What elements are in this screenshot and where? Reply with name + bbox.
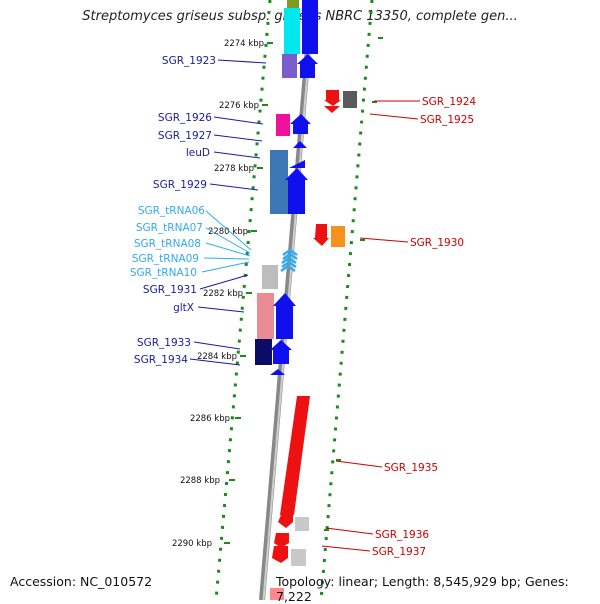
gene-label-sgr-1924[interactable]: SGR_1924: [422, 96, 476, 108]
gene-label-sgr-1925[interactable]: SGR_1925: [420, 114, 474, 126]
leader-line: [193, 341, 241, 350]
gene-feature-gray[interactable]: [262, 265, 278, 289]
left-features: [255, 0, 300, 365]
gene-arrow-red[interactable]: [280, 396, 310, 515]
ruler-line: [319, 0, 374, 600]
gene-arrow-blue[interactable]: [289, 160, 305, 168]
kbp-label: 2284 kbp: [197, 352, 237, 362]
gene-feature-purple[interactable]: [282, 54, 297, 78]
gene-label-sgr-1923[interactable]: SGR_1923: [162, 55, 216, 67]
gene-label-sgr-1929[interactable]: SGR_1929: [153, 179, 207, 191]
kbp-label: 2282 kbp: [203, 289, 243, 299]
trna-chevrons: [280, 248, 298, 273]
leader-line: [369, 113, 419, 120]
trna-chevron[interactable]: [281, 260, 297, 269]
ruler-line: [214, 0, 272, 600]
trna-label-08[interactable]: SGR_tRNA08: [134, 238, 201, 250]
gene-arrow-blue[interactable]: [302, 0, 318, 54]
kbp-label: 2288 kbp: [180, 476, 220, 486]
gene-label-sgr-1927[interactable]: SGR_1927: [158, 130, 212, 142]
leader-line: [197, 306, 245, 313]
trna-chevron[interactable]: [282, 248, 298, 257]
gene-arrow-blue[interactable]: [270, 369, 285, 375]
kbp-label: 2274 kbp: [224, 39, 264, 49]
gene-feature-gray[interactable]: [295, 517, 309, 531]
kbp-label: 2286 kbp: [190, 414, 230, 424]
gene-feature-dark-gray[interactable]: [343, 91, 357, 108]
gene-label-sgr-1933[interactable]: SGR_1933: [137, 337, 191, 349]
gene-feature-pink-bottom[interactable]: [270, 588, 284, 600]
trna-chevron[interactable]: [281, 256, 297, 265]
gene-arrow-blue[interactable]: [297, 54, 318, 78]
trna-labels: SGR_tRNA06 SGR_tRNA07 SGR_tRNA08 SGR_tRN…: [130, 205, 205, 279]
gene-arrow-red[interactable]: [313, 224, 329, 246]
kbp-label: 2290 kbp: [172, 539, 212, 549]
gene-feature-cyan[interactable]: [284, 8, 300, 54]
left-gene-labels: SGR_1923 SGR_1926 SGR_1927 leuD SGR_1929…: [134, 55, 216, 366]
forward-arrows: [270, 0, 318, 375]
ruler-dotted-lines: [214, 0, 374, 600]
gene-feature-navy[interactable]: [255, 339, 272, 365]
leader-line: [203, 257, 250, 260]
gene-arrow-blue[interactable]: [290, 114, 311, 134]
kbp-label: 2278 kbp: [214, 164, 254, 174]
gene-arrow-blue[interactable]: [270, 340, 292, 364]
gene-feature-rose[interactable]: [257, 293, 274, 339]
kbp-labels: 2274 kbp 2276 kbp 2278 kbp 2280 kbp 2282…: [172, 39, 264, 549]
gene-arrow-red[interactable]: [272, 546, 288, 563]
gene-feature-orange[interactable]: [331, 226, 345, 247]
leader-line: [335, 460, 383, 468]
leader-line: [205, 227, 251, 254]
leader-line: [321, 545, 371, 552]
trna-label-09[interactable]: SGR_tRNA09: [132, 253, 199, 265]
gene-feature-pink[interactable]: [276, 114, 290, 136]
gene-label-sgr-1935[interactable]: SGR_1935: [384, 462, 438, 474]
leader-line: [209, 183, 259, 191]
gene-label-leud[interactable]: leuD: [186, 147, 210, 159]
leader-line: [213, 151, 261, 159]
gene-label-sgr-1936[interactable]: SGR_1936: [375, 529, 429, 541]
leader-line: [205, 242, 251, 257]
gene-feature-olive[interactable]: [287, 0, 299, 8]
gene-label-gltx[interactable]: gltX: [173, 302, 194, 314]
leader-line: [217, 59, 267, 64]
leader-line: [189, 358, 241, 366]
leader-line: [325, 527, 374, 535]
trna-chevron[interactable]: [280, 264, 296, 273]
leader-line: [199, 274, 249, 290]
trna-label-10[interactable]: SGR_tRNA10: [130, 267, 197, 279]
leader-line: [359, 237, 409, 243]
gene-arrow-blue[interactable]: [273, 293, 296, 339]
reverse-arrows: [270, 90, 357, 600]
leader-line: [213, 116, 264, 125]
kbp-tick-marks: [224, 37, 383, 544]
gene-label-sgr-1926[interactable]: SGR_1926: [158, 112, 212, 124]
gene-feature-gray[interactable]: [291, 549, 306, 566]
leader-line: [213, 134, 263, 142]
trna-chevron[interactable]: [282, 252, 298, 261]
gene-arrow-red[interactable]: [278, 515, 293, 528]
gene-label-sgr-1931[interactable]: SGR_1931: [143, 284, 197, 296]
accession-text: Accession: NC_010572: [10, 574, 153, 589]
gene-arrow-red[interactable]: [324, 106, 340, 113]
kbp-label: 2276 kbp: [219, 101, 259, 111]
trna-label-06[interactable]: SGR_tRNA06: [138, 205, 205, 217]
gene-label-sgr-1934[interactable]: SGR_1934: [134, 354, 188, 366]
kbp-label: 2280 kbp: [208, 227, 248, 237]
leader-lines: [189, 59, 420, 552]
gene-label-sgr-1937[interactable]: SGR_1937: [372, 546, 426, 558]
leader-line: [201, 261, 250, 273]
trna-label-07[interactable]: SGR_tRNA07: [136, 222, 203, 234]
leader-line: [205, 210, 252, 251]
gene-arrow-blue[interactable]: [293, 141, 307, 148]
gene-feature-steelblue[interactable]: [270, 150, 288, 214]
gene-arrow-red[interactable]: [274, 533, 289, 548]
gene-arrow-blue[interactable]: [285, 168, 308, 214]
gene-label-sgr-1930[interactable]: SGR_1930: [410, 237, 464, 249]
gene-arrow-red[interactable]: [324, 90, 341, 106]
right-gene-labels: SGR_1924 SGR_1925 SGR_1930 SGR_1935 SGR_…: [372, 96, 476, 558]
